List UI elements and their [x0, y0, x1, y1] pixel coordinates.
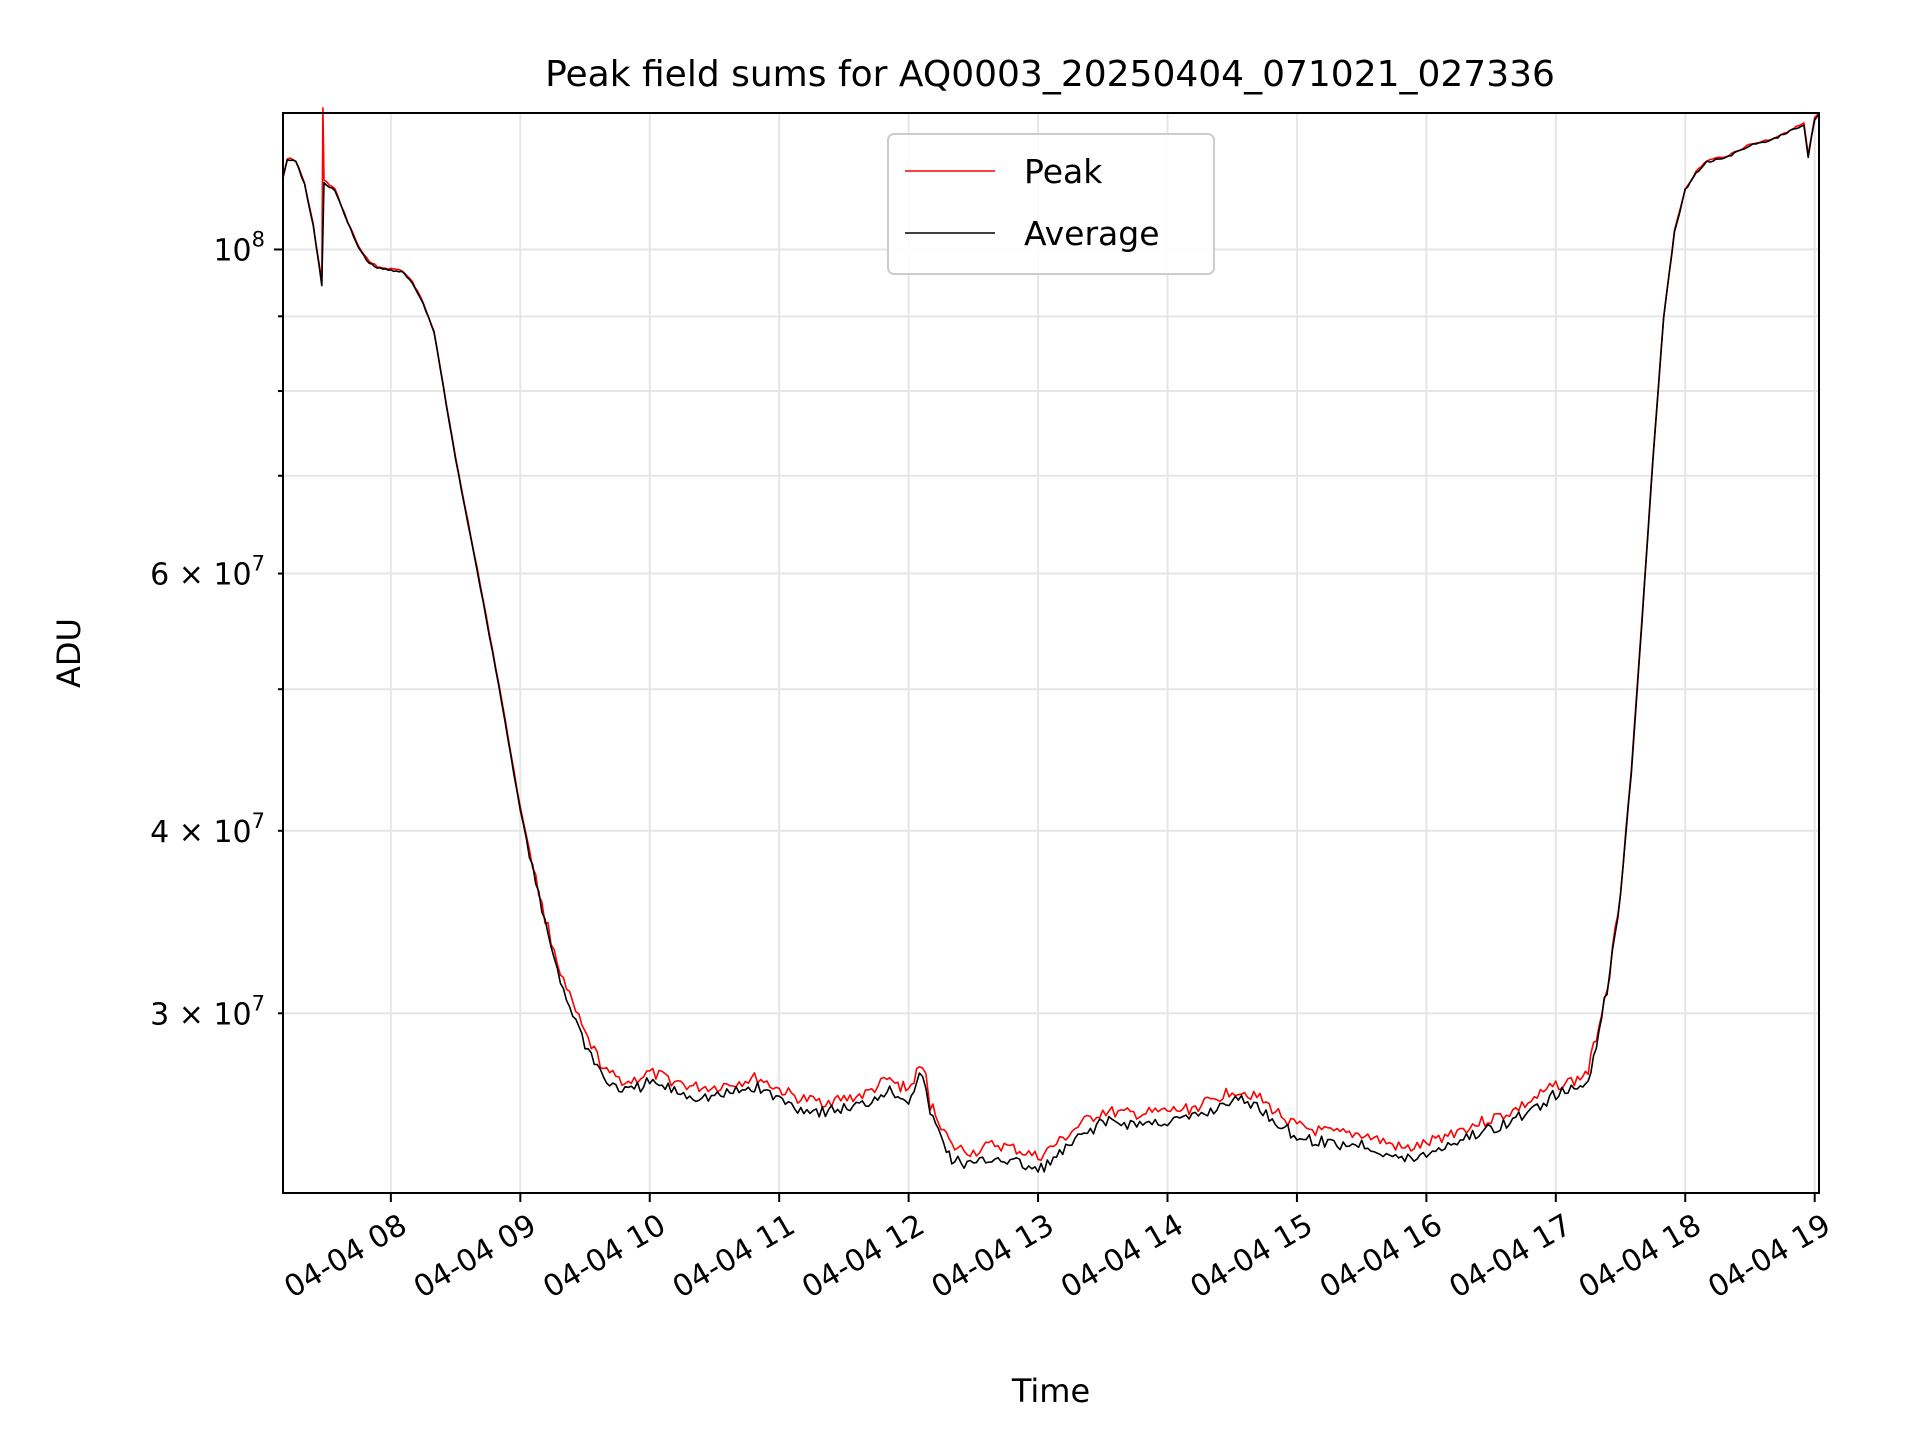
grid — [283, 113, 1819, 1193]
x-tick-label: 04-04 16 — [1314, 1208, 1448, 1306]
chart-title: Peak field sums for AQ0003_20250404_0710… — [545, 54, 1555, 95]
x-tick-label: 04-04 18 — [1573, 1208, 1707, 1306]
x-tick-label: 04-04 13 — [926, 1208, 1060, 1306]
legend-peak-label: Peak — [1024, 152, 1103, 191]
y-axis: 108 3 × 107 4 × 107 6 × 107 — [150, 227, 283, 1032]
plot-frame — [282, 112, 1820, 1194]
x-tick-label: 04-04 17 — [1443, 1208, 1577, 1306]
x-axis-label: Time — [1011, 1372, 1090, 1410]
x-tick-label: 04-04 19 — [1702, 1208, 1836, 1306]
y-tick-label: 3 × 107 — [150, 991, 265, 1032]
y-tick-label: 4 × 107 — [150, 809, 265, 850]
x-tick-label: 04-04 12 — [796, 1208, 930, 1306]
legend-box — [887, 133, 1215, 275]
legend-average-label: Average — [1024, 214, 1160, 253]
series-line-average — [282, 113, 1820, 1173]
y-tick-label: 6 × 107 — [150, 552, 265, 593]
x-tick-label: 04-04 09 — [408, 1208, 542, 1306]
plot-series — [282, 107, 1820, 1173]
legend: Peak Average — [887, 133, 1215, 275]
x-tick-label: 04-04 14 — [1055, 1208, 1189, 1306]
x-tick-label: 04-04 11 — [667, 1208, 801, 1306]
x-tick-label: 04-04 10 — [537, 1208, 671, 1306]
y-tick-label: 108 — [213, 227, 265, 268]
x-tick-label: 04-04 15 — [1185, 1208, 1319, 1306]
x-tick-label: 04-04 08 — [279, 1208, 413, 1306]
y-axis-label: ADU — [50, 618, 88, 688]
